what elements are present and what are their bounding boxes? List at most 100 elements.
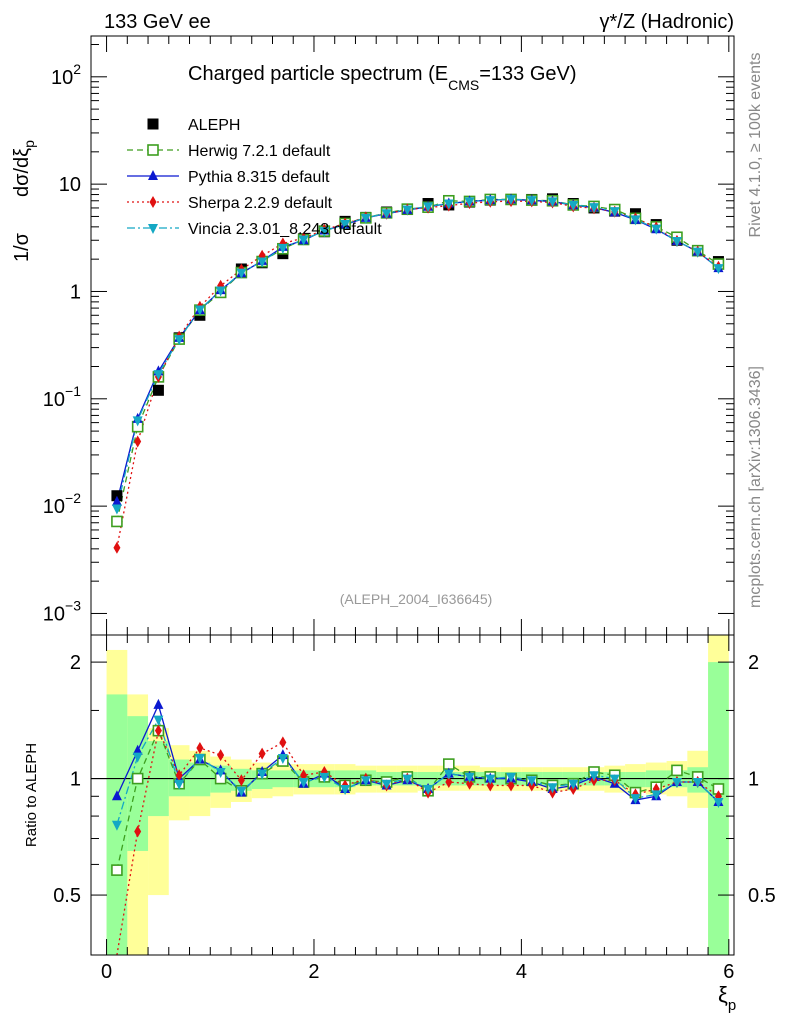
top-series-marker <box>443 199 454 210</box>
ratio-series-marker <box>630 794 641 805</box>
title-tail: =133 GeV) <box>479 63 576 85</box>
rivet-label: Rivet 4.1.0, ≥ 100k events <box>747 53 764 238</box>
header-right: γ*/Z (Hadronic) <box>600 11 734 33</box>
ratio-series-marker <box>671 777 682 788</box>
top-series-marker <box>568 200 579 211</box>
ratio-series-marker <box>671 764 683 777</box>
top-series-marker <box>298 235 309 246</box>
legend-label: Herwig 7.2.1 default <box>188 143 331 160</box>
spectrum-watermark: (ALEPH_2004_I636645) <box>340 591 493 607</box>
ratio-ytick-label-right: 1 <box>748 769 759 791</box>
legend-marker <box>148 170 158 180</box>
legend-label: Pythia 8.315 default <box>188 169 330 186</box>
top-series-marker <box>526 196 537 207</box>
ylabel-prefix: 1/σ <box>11 232 33 262</box>
legend-label: ALEPH <box>188 117 240 134</box>
ratio-series-marker <box>257 769 268 780</box>
top-series-marker <box>671 237 682 248</box>
ratio-series-marker <box>692 777 703 788</box>
ylabel-sub: p <box>21 140 37 148</box>
top-ytick-label: 10 <box>59 174 81 196</box>
top-series-marker <box>609 207 620 218</box>
top-series-line <box>116 198 719 509</box>
ratio-xlabel: ξp <box>718 982 736 1014</box>
spectrum-ylabel: 1/σ dσ/dξp <box>11 140 37 262</box>
top-ytick-label: 1 <box>70 281 81 303</box>
ratio-series-marker <box>196 741 204 754</box>
ratio-ytick-label: 2 <box>70 652 81 674</box>
legend-label: Vincia 2.3.01_8.243 default <box>188 221 382 238</box>
ratio-series-marker <box>443 769 454 780</box>
top-series-marker <box>630 215 641 226</box>
ratio-xtick-label: 6 <box>723 961 734 983</box>
top-series-marker <box>588 203 599 214</box>
ytick-exponent: −1 <box>65 383 81 399</box>
ratio-series-marker <box>111 790 122 801</box>
ratio-series-marker <box>651 790 662 801</box>
top-series-marker <box>692 247 703 258</box>
ratio-series-marker <box>485 774 496 785</box>
xlabel-sub: p <box>728 997 736 1014</box>
ratio-series-marker <box>568 779 579 790</box>
top-series-marker <box>423 202 434 213</box>
mcplots-label: mcplots.cern.ch [arXiv:1306.3436] <box>747 366 764 608</box>
top-series-marker <box>174 335 185 346</box>
ratio-xtick-label: 4 <box>516 961 527 983</box>
top-series-marker <box>153 370 164 381</box>
ratio-panel: 0.5 0.5 1 1 2 2 0 2 4 6 Ratio to ALEPH ξp <box>23 634 776 1014</box>
ytick-exponent: −2 <box>65 490 81 506</box>
ratio-series-marker <box>131 772 144 785</box>
top-ytick-label: 10−1 <box>43 383 81 411</box>
top-series-marker <box>713 264 724 275</box>
legend-marker <box>148 224 158 234</box>
ratio-series-marker <box>153 698 164 709</box>
ratio-series-marker <box>486 779 494 792</box>
ratio-series-marker <box>132 752 143 763</box>
top-series-marker <box>651 224 662 235</box>
ratio-series-marker <box>526 776 537 787</box>
top-series-marker <box>464 197 475 208</box>
band-inner <box>625 771 646 788</box>
ratio-series-marker <box>609 774 620 785</box>
ratio-series-marker <box>215 767 226 778</box>
ratio-series-marker <box>464 772 475 783</box>
ratio-ytick-label: 1 <box>70 769 81 791</box>
ratio-xtick-label: 2 <box>308 961 319 983</box>
ratio-series-marker <box>319 772 330 783</box>
ratio-series-marker <box>279 736 287 749</box>
ratio-series-marker <box>174 779 185 790</box>
top-ytick-label: 102 <box>51 61 81 89</box>
top-series-line <box>116 200 719 548</box>
ratio-series-marker <box>506 772 517 783</box>
top-ytick-label: 10−3 <box>43 597 81 625</box>
ratio-series-marker <box>277 754 288 765</box>
top-series-marker <box>506 195 517 206</box>
ratio-series-marker <box>360 776 371 787</box>
ratio-series-marker <box>194 754 205 765</box>
title-main: Charged particle spectrum (E <box>188 63 448 85</box>
ytick-exponent: 2 <box>73 61 81 77</box>
ratio-series-marker <box>298 777 309 788</box>
top-series-marker <box>111 495 122 506</box>
ratio-series-marker <box>237 774 245 787</box>
ratio-series-marker <box>134 825 142 838</box>
ytick-mantissa: 10 <box>43 496 65 518</box>
ratio-series-marker <box>132 744 143 755</box>
legend-marker <box>149 196 157 208</box>
ratio-series-marker <box>442 758 455 770</box>
legend-marker <box>147 118 159 130</box>
legend: ALEPH Herwig 7.2.1 default Pythia 8.315 de… <box>127 117 382 238</box>
ratio-ytick-label-right: 0.5 <box>748 885 776 907</box>
legend-label: Sherpa 2.2.9 default <box>188 195 333 212</box>
top-series-line <box>116 198 719 502</box>
top-series-marker <box>360 213 371 224</box>
ratio-series-marker <box>402 774 413 785</box>
top-series-marker <box>381 209 392 220</box>
ratio-ylabel: Ratio to ALEPH <box>23 743 40 847</box>
ratio-series-marker <box>713 797 724 808</box>
title-sub: CMS <box>448 77 479 93</box>
ratio-series-marker <box>153 715 164 726</box>
top-series-marker <box>113 541 121 554</box>
